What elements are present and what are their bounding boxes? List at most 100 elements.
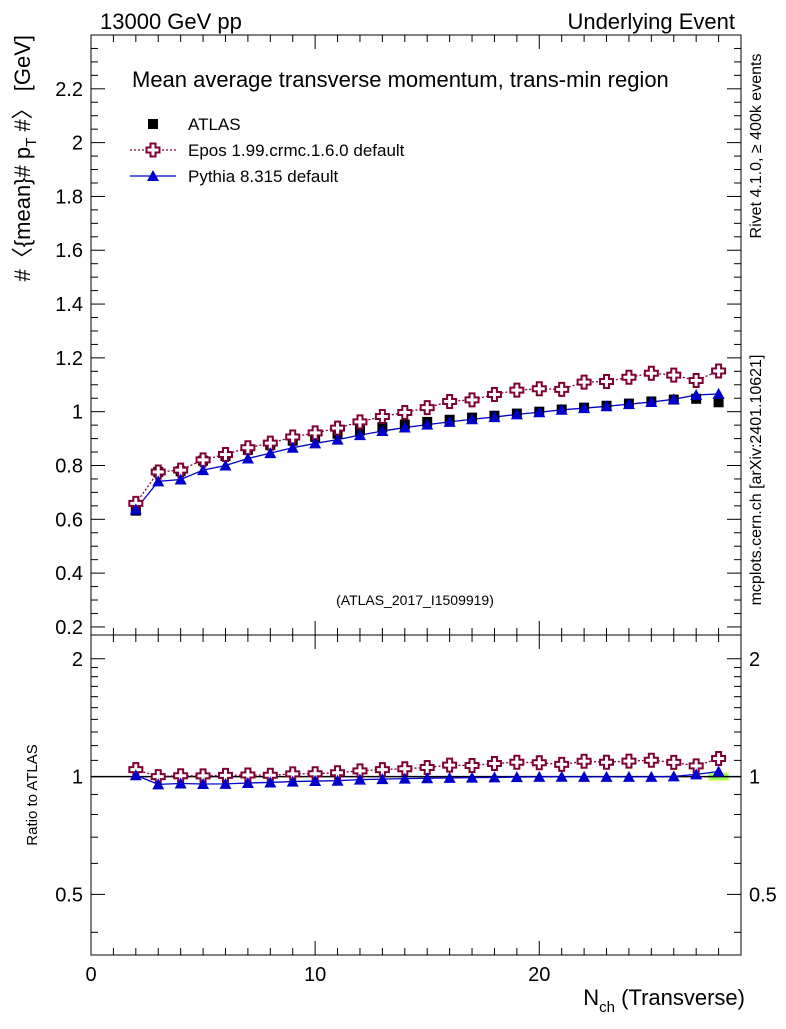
epos-point xyxy=(531,381,547,397)
epos-ratio-point xyxy=(195,768,211,784)
ratio-y-tick-label: 2 xyxy=(72,649,83,671)
epos-point xyxy=(554,381,570,397)
epos-ratio-point xyxy=(554,756,570,772)
pythia-point xyxy=(398,421,411,433)
epos-point xyxy=(666,367,682,383)
y-tick-label: 1.2 xyxy=(55,348,83,370)
epos-ratio-point xyxy=(621,753,637,769)
pythia-point xyxy=(152,475,165,487)
pythia-point xyxy=(129,503,142,515)
pythia-point xyxy=(712,387,725,399)
epos-ratio-point xyxy=(576,753,592,769)
pythia-point xyxy=(331,433,344,445)
pythia-ratio-point xyxy=(152,778,165,790)
epos-ratio-point xyxy=(599,754,615,770)
pythia-point xyxy=(578,402,591,414)
epos-ratio-point xyxy=(643,752,659,768)
epos-ratio-point xyxy=(666,754,682,770)
pythia-ratio-point xyxy=(712,765,725,777)
epos-ratio-point xyxy=(442,757,458,773)
epos-point xyxy=(419,400,435,416)
y-tick-label: 0.4 xyxy=(55,563,83,585)
pythia-ratio-point xyxy=(466,771,479,783)
epos-ratio-point xyxy=(464,758,480,774)
epos-ratio-point xyxy=(509,754,525,770)
atlas-data-point xyxy=(713,397,724,408)
epos-ratio-point xyxy=(486,755,502,771)
epos-point xyxy=(397,404,413,420)
pythia-ratio-point xyxy=(219,777,232,789)
epos-point xyxy=(195,452,211,468)
main-x-ticks xyxy=(90,35,742,635)
pythia-point xyxy=(174,473,187,485)
pythia-ratio-point xyxy=(667,770,680,782)
epos-ratio-point xyxy=(397,761,413,777)
y-tick-label: 1.8 xyxy=(55,186,83,208)
pythia-ratio-point xyxy=(510,771,523,783)
epos-ratio-point xyxy=(352,763,368,779)
ratio-x-ticks: 0 10 20 xyxy=(85,635,742,986)
pythia-point xyxy=(241,452,254,464)
pythia-point xyxy=(533,406,546,418)
pythia-point xyxy=(286,441,299,453)
legend-entry-label: Pythia 8.315 default xyxy=(188,167,339,186)
pythia-point xyxy=(466,413,479,425)
pythia-ratio-point xyxy=(533,770,546,782)
legend-marker xyxy=(145,142,161,158)
y-tick-label: 1.6 xyxy=(55,240,83,262)
epos-ratio-point xyxy=(240,767,256,783)
epos-point xyxy=(486,386,502,402)
x-label-subscript: ch xyxy=(599,999,615,1016)
y-label-part-1: #〈{mean}# p xyxy=(10,147,35,282)
epos-point xyxy=(621,369,637,385)
ratio-y-tick-label: 1 xyxy=(72,767,83,789)
epos-point xyxy=(711,363,727,379)
process-label: Underlying Event xyxy=(567,9,735,34)
epos-point xyxy=(217,446,233,462)
pythia-ratio-point xyxy=(331,774,344,786)
pythia-ratio-point xyxy=(578,770,591,782)
collision-energy-label: 13000 GeV pp xyxy=(100,9,242,34)
ratio-panel: 0.5 0.5 1 1 2 2 0 10 20 Ratio to ATLAS Nch (Tra… xyxy=(24,634,777,1016)
epos-point xyxy=(374,409,390,425)
epos-point xyxy=(643,365,659,381)
epos-point xyxy=(285,429,301,445)
main-panel: 0.2 0.4 0.6 0.8 1 1.2 1.4 1.6 1.8 2 2.2 Mean avera… xyxy=(10,34,742,639)
epos-point xyxy=(262,435,278,451)
main-y-axis-label: #〈{mean}# pT #〉 [GeV] xyxy=(10,35,40,281)
pythia-point xyxy=(510,408,523,420)
series-line xyxy=(135,370,719,504)
epos-point xyxy=(442,393,458,409)
x-axis-label: Nch (Transverse) xyxy=(583,985,745,1016)
epos-point xyxy=(173,462,189,478)
y-tick-label: 0.2 xyxy=(55,617,83,639)
y-tick-label: 0.8 xyxy=(55,455,83,477)
x-tick-label: 20 xyxy=(528,964,550,986)
pythia-ratio-point xyxy=(309,775,322,787)
pythia-point xyxy=(555,403,568,415)
legend-entry-label: ATLAS xyxy=(188,115,241,134)
y-tick-label: 0.6 xyxy=(55,509,83,531)
y-tick-label: 2 xyxy=(72,133,83,155)
epos-ratio-point xyxy=(531,755,547,771)
pythia-ratio-point xyxy=(398,772,411,784)
pythia-ratio-point xyxy=(645,770,658,782)
y-tick-label: 1.4 xyxy=(55,294,83,316)
epos-point xyxy=(150,464,166,480)
y-tick-label: 2.2 xyxy=(55,79,83,101)
ratio-y-tick-label-right: 2 xyxy=(749,649,760,671)
ratio-y-axis-label: Ratio to ATLAS xyxy=(24,744,41,845)
y-label-part-3: #〉 [GeV] xyxy=(10,35,35,138)
pythia-ratio-point xyxy=(555,770,568,782)
epos-point xyxy=(352,414,368,430)
epos-ratio-point xyxy=(711,751,727,767)
pythia-ratio-point xyxy=(264,776,277,788)
pythia-ratio-point xyxy=(174,777,187,789)
pythia-point xyxy=(488,411,501,423)
pythia-point xyxy=(219,459,232,471)
epos-point xyxy=(599,374,615,390)
mcplots-credit-label: mcplots.cern.ch [arXiv:2401.10621] xyxy=(748,355,765,606)
pythia-ratio-point xyxy=(421,772,434,784)
legend: ATLAS Epos 1.99.crmc.1.6.0 default Pythia … xyxy=(130,115,405,186)
